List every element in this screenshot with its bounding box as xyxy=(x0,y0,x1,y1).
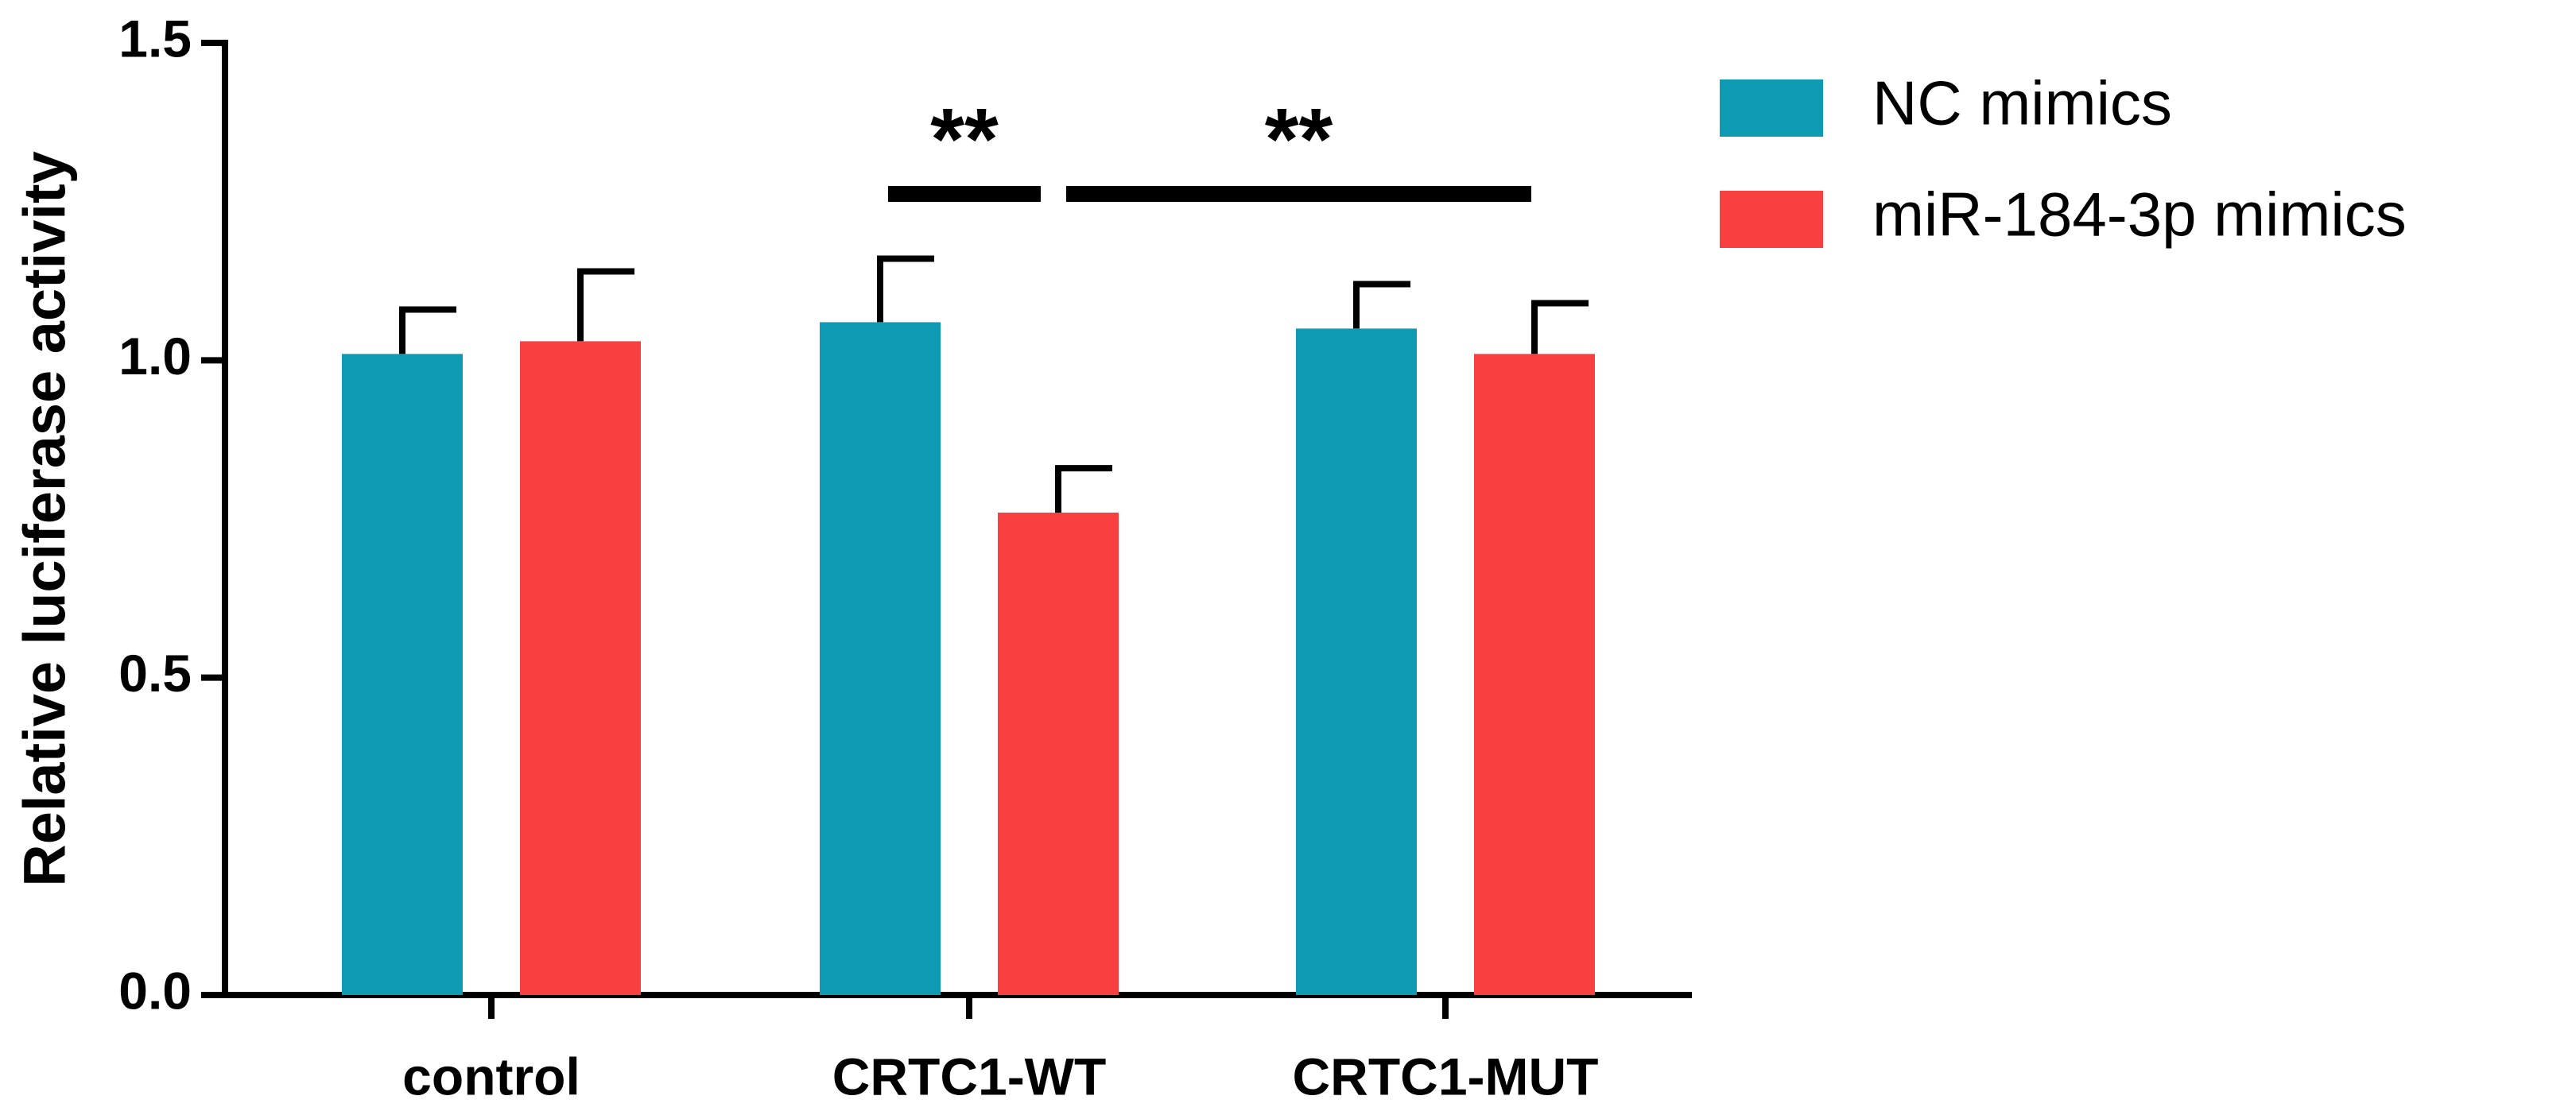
x-tick-label: control xyxy=(402,1047,580,1105)
legend-label: NC mimics xyxy=(1872,68,2172,138)
bar xyxy=(342,354,463,995)
significance-label: ** xyxy=(930,91,999,188)
x-tick-label: CRTC1-WT xyxy=(832,1047,1107,1105)
legend-swatch xyxy=(1720,79,1823,137)
x-tick-label: CRTC1-MUT xyxy=(1293,1047,1599,1105)
y-tick-label: 1.0 xyxy=(118,327,192,385)
y-axis-label: Relative luciferase activity xyxy=(12,151,78,887)
bar xyxy=(820,322,941,995)
bar xyxy=(520,341,641,996)
bar xyxy=(1474,354,1595,995)
bar xyxy=(998,513,1119,995)
legend-swatch xyxy=(1720,191,1823,248)
significance-label: ** xyxy=(1265,91,1333,188)
bar xyxy=(1296,328,1417,995)
y-tick-label: 0.5 xyxy=(118,644,192,703)
y-tick-label: 1.5 xyxy=(118,9,192,68)
legend-label: miR-184-3p mimics xyxy=(1872,180,2407,250)
y-tick-label: 0.0 xyxy=(118,961,192,1020)
